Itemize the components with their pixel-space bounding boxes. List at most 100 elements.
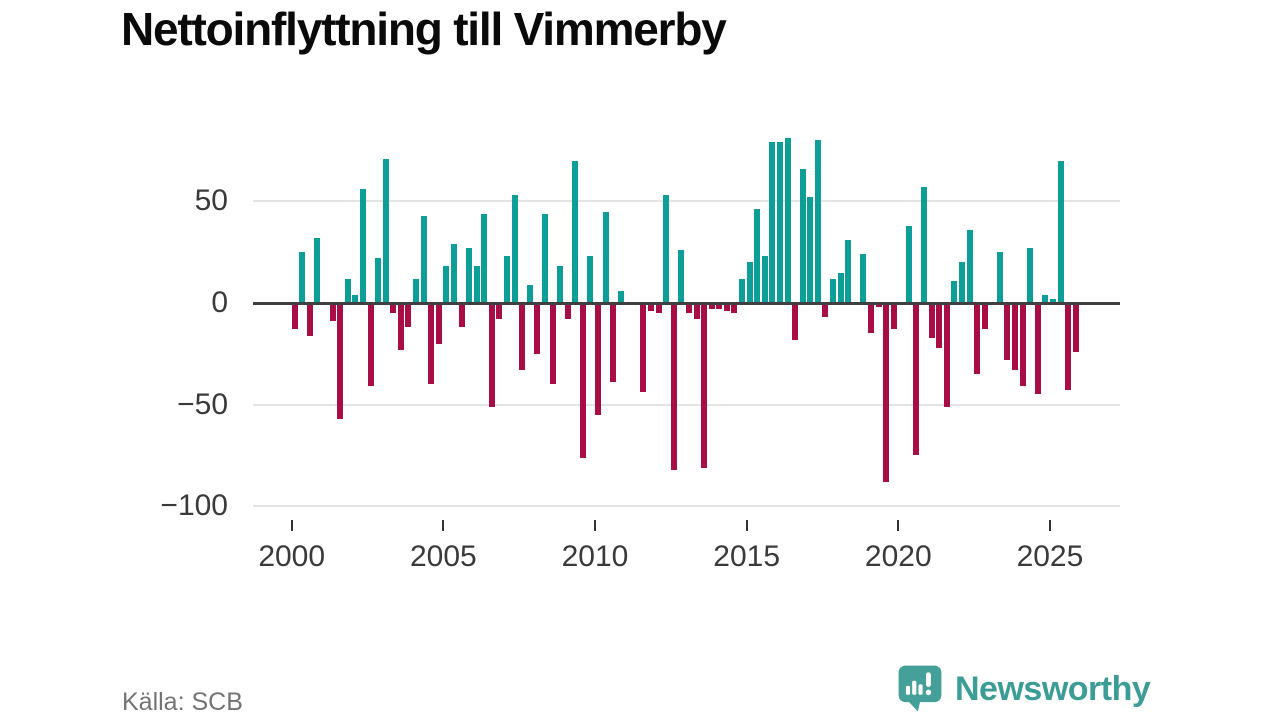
bar-2001-q3 (337, 303, 344, 419)
x-axis-label-2000: 2000 (258, 540, 326, 573)
bar-2016-q2 (784, 138, 791, 303)
bar-2021-q1 (928, 303, 935, 338)
bar-2017-q2 (814, 140, 821, 303)
bar-2015-q1 (746, 262, 753, 303)
bar-2002-q4 (375, 258, 382, 303)
bar-2020-q3 (913, 303, 920, 456)
gridline--100 (253, 505, 1120, 508)
bar-2006-q3 (488, 303, 495, 407)
bar-2019-q1 (867, 303, 874, 334)
bar-2013-q1 (685, 303, 692, 314)
bar-2009-q1 (564, 303, 571, 320)
bar-2025-q4 (1072, 303, 1079, 352)
bar-2012-q3 (670, 303, 677, 470)
bar-2017-q4 (830, 278, 837, 303)
bar-2005-q2 (450, 244, 457, 303)
bar-2014-q3 (731, 303, 738, 314)
bar-2011-q3 (640, 303, 647, 393)
zero-axis-line (253, 301, 1120, 305)
bar-2008-q2 (541, 213, 548, 303)
bar-2012-q2 (663, 195, 670, 303)
y-axis-label-50: 50 (194, 184, 228, 218)
bar-2019-q3 (883, 303, 890, 482)
x-axis-label-2015: 2015 (713, 540, 781, 573)
bar-2024-q2 (1027, 248, 1034, 303)
source-label: Källa: SCB (122, 688, 243, 716)
bar-2013-q4 (708, 303, 715, 310)
bar-2001-q2 (329, 303, 336, 322)
newsworthy-logo-icon (897, 664, 943, 712)
x-axis-label-2020: 2020 (864, 540, 932, 573)
bar-2003-q4 (405, 303, 412, 328)
bar-2004-q3 (428, 303, 435, 385)
bar-2016-q1 (776, 142, 783, 303)
bar-2019-q4 (890, 303, 897, 330)
bar-2001-q4 (344, 278, 351, 303)
bar-2015-q2 (754, 209, 761, 303)
bar-2000-q2 (299, 252, 306, 303)
bar-2015-q4 (769, 142, 776, 303)
bar-2007-q2 (511, 195, 518, 303)
bar-2025-q2 (1057, 160, 1064, 303)
bar-2012-q4 (678, 250, 685, 303)
bar-2008-q3 (549, 303, 556, 385)
x-axis-tick-2010 (594, 520, 596, 531)
bar-2024-q3 (1034, 303, 1041, 395)
bar-2022-q4 (981, 303, 988, 330)
bar-2019-q2 (875, 303, 882, 308)
bar-2023-q2 (996, 252, 1003, 303)
bar-2003-q1 (382, 158, 389, 303)
bar-2002-q2 (359, 189, 366, 303)
bar-2009-q3 (579, 303, 586, 458)
x-axis-tick-2015 (745, 520, 748, 531)
bar-2022-q2 (966, 229, 973, 303)
bar-2024-q1 (1019, 303, 1026, 387)
bar-2004-q1 (413, 278, 420, 303)
x-axis-tick-2020 (897, 520, 900, 531)
bar-2018-q2 (845, 239, 852, 303)
bar-2013-q2 (693, 303, 700, 320)
bar-2015-q3 (761, 256, 768, 303)
bar-2025-q3 (1065, 303, 1072, 391)
bar-2012-q1 (655, 303, 662, 314)
x-axis-tick-2025 (1048, 520, 1051, 531)
x-axis-tick-2000 (290, 520, 293, 531)
bar-2017-q3 (822, 303, 829, 318)
bar-2006-q1 (473, 266, 480, 303)
bar-2025-q1 (1049, 298, 1056, 303)
bar-2000-q3 (306, 303, 313, 336)
bar-2014-q4 (739, 278, 746, 303)
bar-2024-q4 (1042, 294, 1049, 303)
bar-2021-q4 (951, 280, 958, 303)
bar-2008-q4 (557, 266, 564, 303)
bar-2000-q4 (314, 237, 321, 303)
bar-2018-q4 (860, 254, 867, 303)
chart-title: Nettoinflyttning till Vimmerby (121, 3, 727, 55)
bar-2022-q1 (958, 262, 965, 303)
bar-2021-q3 (943, 303, 950, 407)
x-axis-tick-2005 (442, 520, 445, 531)
x-axis-label-2025: 2025 (1016, 540, 1084, 573)
bar-2005-q4 (466, 248, 473, 303)
bar-2003-q3 (397, 303, 404, 350)
bar-2009-q2 (572, 160, 579, 303)
bar-2004-q4 (435, 303, 442, 344)
bar-2016-q3 (792, 303, 799, 340)
bar-2021-q2 (936, 303, 943, 348)
bar-2022-q3 (974, 303, 981, 375)
bar-2006-q2 (481, 213, 488, 303)
bar-2000-q1 (291, 303, 298, 330)
bar-2017-q1 (807, 197, 814, 303)
bar-2018-q1 (837, 272, 844, 303)
bar-2007-q4 (526, 284, 533, 303)
bar-2010-q2 (602, 211, 609, 303)
gridline-50 (253, 200, 1120, 203)
y-axis-label-0: 0 (211, 286, 228, 319)
bar-2011-q4 (648, 303, 655, 312)
bar-2009-q4 (587, 256, 594, 303)
bar-2014-q2 (723, 303, 730, 312)
y-axis-label--50: −50 (177, 387, 228, 421)
bar-2002-q3 (367, 303, 374, 387)
